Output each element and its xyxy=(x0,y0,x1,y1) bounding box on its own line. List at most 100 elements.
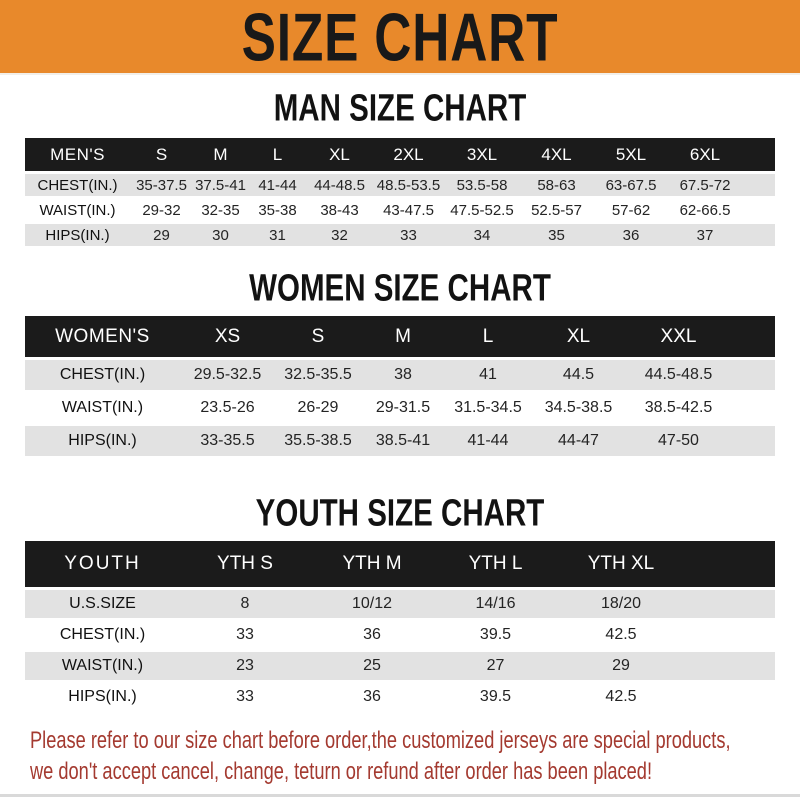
women-table-corner-label: WOMEN'S xyxy=(25,316,180,357)
column-header: M xyxy=(361,316,445,357)
footer-line-1: Please refer to our size chart before or… xyxy=(30,727,731,754)
size-cell: 37.5-41 xyxy=(193,174,248,196)
size-cell: 39.5 xyxy=(434,621,557,649)
women-section-title-text: WOMEN SIZE CHART xyxy=(249,265,551,309)
size-cell: 57-62 xyxy=(594,199,668,221)
column-header: YTH L xyxy=(434,541,557,587)
size-cell: 32.5-35.5 xyxy=(275,360,361,390)
size-cell: 29 xyxy=(130,224,193,246)
size-cell: 26-29 xyxy=(275,393,361,423)
size-cell: 38.5-42.5 xyxy=(626,393,731,423)
row-label: HIPS(IN.) xyxy=(25,426,180,456)
size-cell: 29 xyxy=(557,652,685,680)
column-header: 5XL xyxy=(594,138,668,171)
size-cell: 36 xyxy=(310,621,434,649)
column-header: YTH M xyxy=(310,541,434,587)
size-cell: 37 xyxy=(668,224,742,246)
filler-cell xyxy=(685,621,775,649)
filler-cell xyxy=(742,224,775,246)
row-label: CHEST(IN.) xyxy=(25,360,180,390)
row-label: WAIST(IN.) xyxy=(25,652,180,680)
column-header: M xyxy=(193,138,248,171)
column-header: 3XL xyxy=(445,138,519,171)
footer-line-2: we don't accept cancel, change, teturn o… xyxy=(30,758,653,785)
size-cell: 35-37.5 xyxy=(130,174,193,196)
size-cell: 29-31.5 xyxy=(361,393,445,423)
row-label: CHEST(IN.) xyxy=(25,174,130,196)
size-cell: 44-48.5 xyxy=(307,174,372,196)
size-cell: 8 xyxy=(180,590,310,618)
size-cell: 10/12 xyxy=(310,590,434,618)
size-cell: 53.5-58 xyxy=(445,174,519,196)
size-cell: 33-35.5 xyxy=(180,426,275,456)
column-header: S xyxy=(130,138,193,171)
row-label: WAIST(IN.) xyxy=(25,199,130,221)
column-header: S xyxy=(275,316,361,357)
filler-cell xyxy=(742,138,775,171)
size-cell: 35.5-38.5 xyxy=(275,426,361,456)
men-table-header-row: MEN'S S M L XL 2XL 3XL 4XL 5XL 6XL xyxy=(25,138,775,171)
size-cell: 14/16 xyxy=(434,590,557,618)
row-label: HIPS(IN.) xyxy=(25,683,180,711)
row-label: WAIST(IN.) xyxy=(25,393,180,423)
size-cell: 44.5 xyxy=(531,360,626,390)
page-title: SIZE CHART xyxy=(241,0,559,75)
banner: SIZE CHART xyxy=(0,0,800,75)
size-cell: 38 xyxy=(361,360,445,390)
size-cell: 39.5 xyxy=(434,683,557,711)
size-cell: 41-44 xyxy=(248,174,307,196)
column-header: XS xyxy=(180,316,275,357)
size-cell: 33 xyxy=(180,683,310,711)
size-cell: 36 xyxy=(594,224,668,246)
size-cell: 33 xyxy=(372,224,445,246)
size-cell: 23 xyxy=(180,652,310,680)
size-cell: 67.5-72 xyxy=(668,174,742,196)
table-row: CHEST(IN.) 33 36 39.5 42.5 xyxy=(25,621,775,649)
men-section-title: MAN SIZE CHART xyxy=(0,85,800,129)
bottom-divider xyxy=(0,794,800,797)
size-cell: 44-47 xyxy=(531,426,626,456)
youth-section-title-text: YOUTH SIZE CHART xyxy=(255,490,545,534)
table-row: WAIST(IN.) 23.5-26 26-29 29-31.5 31.5-34… xyxy=(25,393,775,423)
size-cell: 36 xyxy=(310,683,434,711)
column-header: XXL xyxy=(626,316,731,357)
row-label: HIPS(IN.) xyxy=(25,224,130,246)
filler-cell xyxy=(731,426,775,456)
footer-note: Please refer to our size chart before or… xyxy=(0,725,800,787)
table-row: HIPS(IN.) 29 30 31 32 33 34 35 36 37 xyxy=(25,224,775,246)
size-cell: 29.5-32.5 xyxy=(180,360,275,390)
column-header: L xyxy=(248,138,307,171)
size-cell: 52.5-57 xyxy=(519,199,594,221)
size-cell: 42.5 xyxy=(557,683,685,711)
column-header: YTH XL xyxy=(557,541,685,587)
filler-cell xyxy=(685,683,775,711)
size-cell: 62-66.5 xyxy=(668,199,742,221)
size-cell: 30 xyxy=(193,224,248,246)
filler-cell xyxy=(742,174,775,196)
women-section-title: WOMEN SIZE CHART xyxy=(0,265,800,309)
men-table-corner-label: MEN'S xyxy=(25,138,130,171)
filler-cell xyxy=(685,590,775,618)
column-header: L xyxy=(445,316,531,357)
column-header: 6XL xyxy=(668,138,742,171)
size-cell: 48.5-53.5 xyxy=(372,174,445,196)
size-cell: 47.5-52.5 xyxy=(445,199,519,221)
size-cell: 31 xyxy=(248,224,307,246)
size-cell: 44.5-48.5 xyxy=(626,360,731,390)
row-label: CHEST(IN.) xyxy=(25,621,180,649)
column-header: 2XL xyxy=(372,138,445,171)
youth-size-table: YOUTH YTH S YTH M YTH L YTH XL U.S.SIZE … xyxy=(25,538,775,714)
size-cell: 35 xyxy=(519,224,594,246)
size-cell: 38.5-41 xyxy=(361,426,445,456)
youth-section-title: YOUTH SIZE CHART xyxy=(0,490,800,534)
table-row: CHEST(IN.) 29.5-32.5 32.5-35.5 38 41 44.… xyxy=(25,360,775,390)
filler-cell xyxy=(731,393,775,423)
men-size-table: MEN'S S M L XL 2XL 3XL 4XL 5XL 6XL CHEST… xyxy=(25,135,775,249)
women-table-header-row: WOMEN'S XS S M L XL XXL xyxy=(25,316,775,357)
size-cell: 18/20 xyxy=(557,590,685,618)
filler-cell xyxy=(685,652,775,680)
size-cell: 33 xyxy=(180,621,310,649)
men-section-title-text: MAN SIZE CHART xyxy=(273,85,527,129)
size-cell: 41-44 xyxy=(445,426,531,456)
youth-table-corner-label: YOUTH xyxy=(25,541,180,587)
